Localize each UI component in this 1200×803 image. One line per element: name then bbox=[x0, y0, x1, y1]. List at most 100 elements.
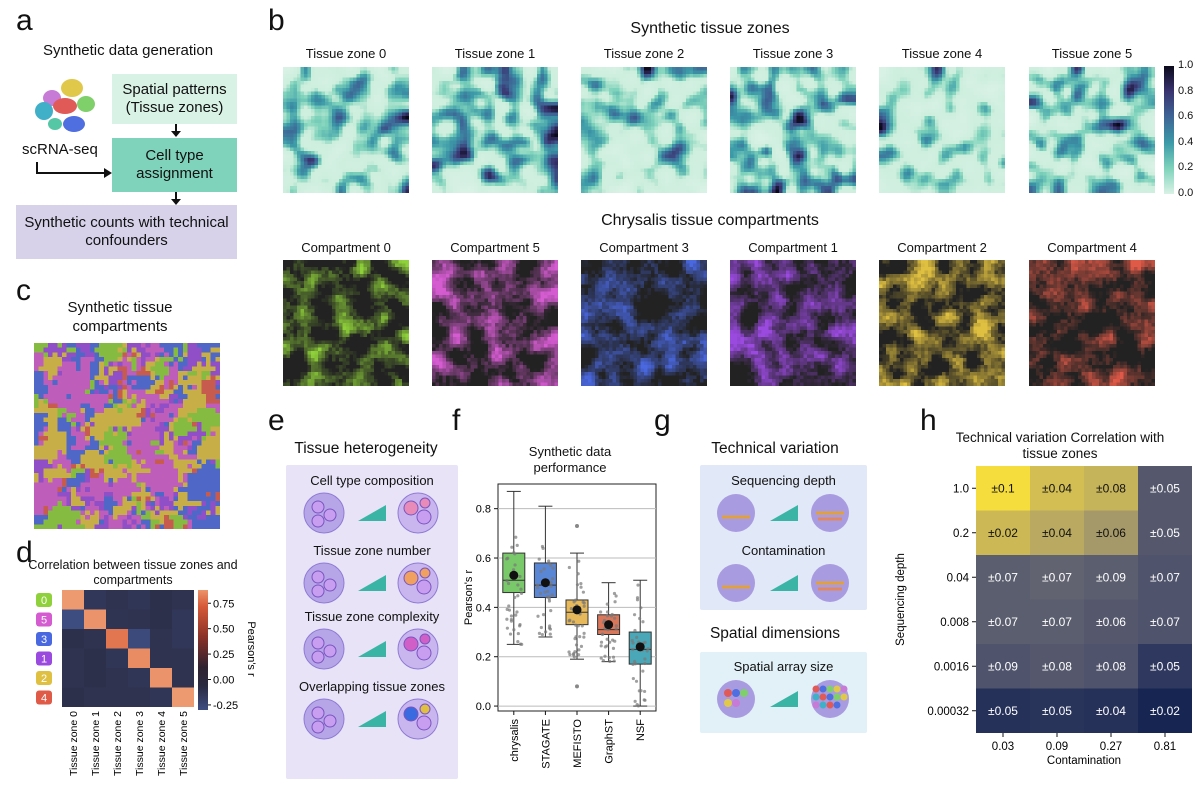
panel-g-title1: Technical variation bbox=[711, 440, 839, 457]
jitter-point bbox=[512, 628, 516, 632]
jitter-point bbox=[581, 600, 585, 604]
jitter-point bbox=[577, 648, 581, 652]
cell-annotation: ±0.07 bbox=[1150, 570, 1180, 584]
jitter-point bbox=[645, 649, 649, 653]
jitter-point bbox=[605, 637, 609, 641]
cell-icon bbox=[403, 636, 419, 652]
heatmap-cell bbox=[62, 668, 84, 688]
jitter-point bbox=[599, 656, 603, 660]
compartment-map bbox=[1029, 260, 1155, 386]
col-label: Tissue zone 5 bbox=[178, 711, 190, 776]
y-tick-label: 0.6 bbox=[476, 553, 491, 565]
colorbar-tick: 0.4 bbox=[1178, 135, 1194, 148]
panel-label-b: b bbox=[268, 4, 285, 37]
jitter-point bbox=[602, 618, 607, 623]
jitter-point bbox=[576, 624, 580, 628]
heatmap-cell bbox=[976, 599, 1030, 644]
heatmap-cell bbox=[84, 609, 106, 629]
jitter-point bbox=[610, 612, 614, 617]
jitter-point bbox=[542, 567, 546, 571]
heterogeneity-illustration bbox=[303, 492, 439, 534]
colorbar-label: Pearson's r bbox=[245, 621, 257, 677]
heatmap-cell bbox=[172, 629, 194, 649]
cell-icon bbox=[416, 579, 432, 595]
heatmap-cell bbox=[1030, 599, 1084, 644]
jitter-point bbox=[516, 640, 520, 644]
jitter-point bbox=[635, 635, 639, 639]
heatmap-cell bbox=[1030, 466, 1084, 511]
jitter-point bbox=[643, 698, 647, 702]
jitter-point bbox=[612, 591, 617, 596]
heatmap-cell bbox=[106, 590, 128, 610]
heatmap-cell bbox=[976, 688, 1030, 733]
jitter-point bbox=[631, 676, 635, 681]
spot-icon bbox=[724, 699, 732, 707]
zone-title: Tissue zone 2 bbox=[603, 46, 685, 61]
panel-label-g: g bbox=[654, 404, 671, 437]
heatmap-cell bbox=[1030, 688, 1084, 733]
zone-title: Tissue zone 4 bbox=[901, 46, 983, 61]
spot-icon bbox=[812, 701, 820, 709]
jitter-point bbox=[603, 645, 607, 649]
heatmap-cell bbox=[84, 629, 106, 649]
heatmap-cell bbox=[84, 687, 106, 707]
spot-icon bbox=[819, 693, 827, 701]
cell-annotation: ±0.02 bbox=[1150, 704, 1180, 718]
colorbar-tick: 0.0 bbox=[1178, 187, 1194, 199]
jitter-point bbox=[577, 559, 581, 563]
jitter-point bbox=[539, 569, 543, 573]
cell-icon bbox=[419, 633, 431, 645]
heatmap-cell bbox=[1138, 466, 1192, 511]
zones-title: Synthetic tissue zones bbox=[630, 20, 790, 37]
cell-annotation: ±0.07 bbox=[1042, 570, 1072, 584]
heatmap-cell bbox=[62, 629, 84, 649]
jitter-point bbox=[574, 623, 578, 627]
zone-map bbox=[581, 67, 707, 193]
gradient-triangle-icon bbox=[358, 505, 386, 521]
heterogeneity-item-label: Overlapping tissue zones bbox=[299, 679, 445, 694]
heatmap-cell bbox=[106, 687, 128, 707]
spot-icon bbox=[840, 693, 848, 701]
jitter-point bbox=[569, 607, 573, 611]
x-tick-label: MEFISTO bbox=[572, 719, 584, 768]
cell-annotation: ±0.05 bbox=[1150, 659, 1180, 673]
jitter-point bbox=[515, 610, 519, 614]
spot-icon bbox=[819, 685, 827, 693]
spot-icon bbox=[812, 693, 820, 701]
spot-icon bbox=[717, 564, 755, 602]
jitter-point bbox=[537, 557, 541, 561]
cell-icon bbox=[311, 650, 325, 664]
y-tick-label: 1.0 bbox=[953, 483, 969, 495]
synthetic-counts-box: Synthetic counts with technical confound… bbox=[16, 205, 237, 259]
heatmap-cell bbox=[150, 668, 172, 688]
jitter-point bbox=[541, 613, 546, 617]
technical-illustration bbox=[717, 494, 849, 532]
heatmap-cell bbox=[172, 590, 194, 610]
jitter-point bbox=[546, 589, 550, 593]
colorbar-tick: 0.6 bbox=[1178, 110, 1194, 123]
jitter-point bbox=[547, 559, 551, 563]
cell-annotation: ±0.02 bbox=[988, 526, 1018, 540]
jitter-point bbox=[511, 568, 516, 572]
jitter-point bbox=[505, 626, 509, 630]
jitter-point bbox=[614, 594, 618, 598]
spot-icon bbox=[819, 701, 827, 709]
chart-d: 0 5 3 1 2 4 Tissue zone 0 Tissue zone 1 Tissue z… bbox=[36, 590, 257, 776]
jitter-point bbox=[634, 679, 639, 683]
jitter-point bbox=[571, 620, 576, 624]
jitter-point bbox=[612, 659, 616, 663]
zone-title: Tissue zone 3 bbox=[752, 46, 834, 61]
cell-icon bbox=[416, 509, 432, 525]
spatial-patterns-box: Spatial patterns (Tissue zones) bbox=[112, 74, 237, 124]
col-label: Tissue zone 0 bbox=[68, 711, 80, 776]
row-color-badge bbox=[36, 690, 52, 705]
heatmap-cell bbox=[62, 687, 84, 707]
row-label: 4 bbox=[41, 693, 47, 705]
cell-annotation: ±0.07 bbox=[1042, 615, 1072, 629]
jitter-point bbox=[506, 581, 511, 586]
cell-icon bbox=[416, 715, 432, 731]
heatmap-cell bbox=[128, 687, 150, 707]
cell-annotation: ±0.09 bbox=[1096, 570, 1126, 584]
y-tick-label: 0.0 bbox=[476, 701, 491, 713]
spot-icon bbox=[740, 689, 748, 697]
